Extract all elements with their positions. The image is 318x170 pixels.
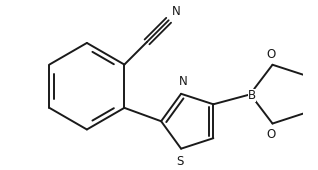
Text: S: S — [176, 155, 184, 168]
Text: O: O — [267, 128, 276, 141]
Text: N: N — [179, 75, 188, 88]
Text: O: O — [267, 48, 276, 61]
Text: B: B — [248, 89, 256, 102]
Text: N: N — [172, 5, 181, 18]
